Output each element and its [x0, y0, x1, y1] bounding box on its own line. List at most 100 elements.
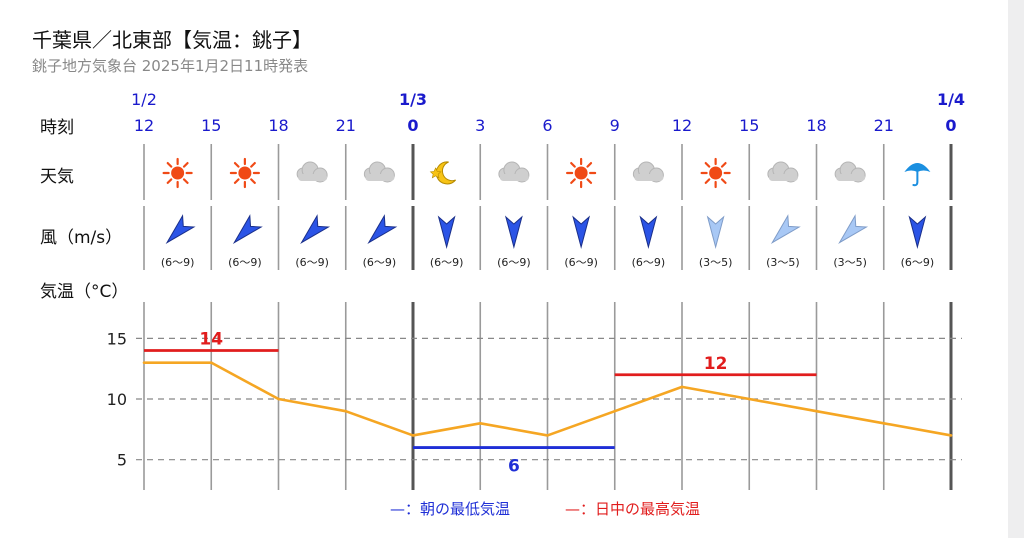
- sun-ray: [250, 178, 256, 184]
- row-label-temp: 気温（°C）: [40, 282, 128, 302]
- temperature-point: [277, 397, 280, 401]
- max-temp-label: 14: [199, 330, 223, 350]
- sun-icon: [566, 157, 597, 189]
- sun-core: [709, 166, 723, 180]
- wind-arrow-icon: [706, 215, 725, 249]
- cloud-base: [365, 174, 395, 181]
- sun-core: [171, 166, 185, 180]
- sun-ray: [233, 178, 240, 184]
- hour-tick-label: 0: [945, 116, 956, 135]
- wind-arrow-icon: [232, 214, 263, 244]
- wind-arrow-icon: [572, 215, 591, 249]
- sun-ray: [586, 162, 593, 168]
- sun-ray: [704, 162, 711, 168]
- temperature-point: [882, 421, 886, 425]
- cloud-icon: [363, 161, 395, 183]
- wind-arrow-icon: [908, 215, 927, 249]
- sun-ray: [182, 162, 189, 168]
- wind-arrow-icon: [437, 215, 456, 249]
- temperature-point: [344, 409, 348, 413]
- moon-star: [429, 167, 442, 179]
- wind-speed-label: (6〜9): [632, 256, 666, 269]
- temperature-point: [613, 409, 617, 413]
- cloud-base: [768, 174, 798, 181]
- wind-arrow-icon: [838, 214, 869, 244]
- sun-ray: [720, 162, 727, 168]
- temperature-point: [815, 409, 818, 413]
- umbrella-handle: [912, 170, 919, 187]
- date-label: 1/3: [399, 90, 427, 109]
- umbrella-icon: [904, 163, 931, 187]
- cloud-icon: [498, 161, 530, 183]
- umbrella-canopy: [904, 163, 931, 172]
- sun-core: [574, 166, 588, 180]
- temperature-point: [478, 421, 482, 425]
- wind-speed-label: (6〜9): [295, 256, 329, 269]
- sun-icon: [229, 157, 260, 189]
- sun-icon: [700, 157, 731, 189]
- y-tick-label: 15: [107, 329, 127, 348]
- hour-tick-label: 15: [201, 116, 221, 135]
- page-title: 千葉県／北東部【気温：銚子】: [32, 28, 312, 52]
- cloud-base: [634, 174, 664, 181]
- row-label-wind: 風（m/s）: [40, 228, 122, 248]
- max-temp-label: 12: [704, 354, 728, 374]
- sun-ray: [166, 162, 173, 168]
- row-label-weather: 天気: [40, 167, 74, 187]
- hour-tick-label: 12: [672, 116, 692, 135]
- wind-speed-label: (6〜9): [228, 256, 262, 269]
- temperature-point: [546, 434, 549, 437]
- sun-icon: [162, 157, 193, 189]
- wind-speed-label: (3〜5): [699, 256, 733, 269]
- wind-arrow-icon: [367, 214, 398, 244]
- hour-tick-label: 18: [806, 116, 826, 135]
- temperature-point: [747, 397, 751, 401]
- wind-arrow-icon: [165, 214, 196, 244]
- moon-crescent: [435, 161, 457, 185]
- hour-tick-label: 0: [407, 116, 418, 135]
- temperature-point: [209, 361, 213, 364]
- cloud-icon: [296, 161, 328, 183]
- temperature-point: [680, 385, 684, 389]
- hour-tick-label: 3: [475, 116, 485, 135]
- sun-core: [238, 166, 252, 180]
- hour-tick-label: 9: [610, 116, 620, 135]
- legend-entry: —：日中の最高気温: [565, 500, 700, 518]
- wind-speed-label: (6〜9): [363, 256, 397, 269]
- sun-ray: [720, 178, 727, 184]
- temperature-point: [949, 434, 953, 437]
- y-tick-label: 10: [107, 390, 127, 409]
- wind-speed-label: (6〜9): [161, 256, 195, 269]
- min-temp-label: 6: [508, 457, 520, 477]
- temperature-point: [411, 434, 415, 437]
- sun-ray: [166, 178, 173, 184]
- wind-speed-label: (6〜9): [497, 256, 531, 269]
- hour-tick-label: 21: [874, 116, 894, 135]
- cloud-icon: [834, 161, 866, 183]
- sun-ray: [250, 162, 256, 168]
- cloud-base: [298, 174, 328, 181]
- wind-arrow-icon: [770, 214, 801, 244]
- hour-tick-label: 18: [268, 116, 288, 135]
- sun-ray: [233, 162, 240, 168]
- hour-tick-label: 21: [336, 116, 356, 135]
- hour-tick-label: 6: [542, 116, 552, 135]
- wind-arrow-icon: [300, 214, 331, 244]
- wind-speed-label: (6〜9): [430, 256, 464, 269]
- sun-ray: [570, 162, 576, 168]
- wind-speed-label: (6〜9): [564, 256, 598, 269]
- sun-ray: [182, 178, 189, 184]
- wind-arrow-icon: [504, 215, 523, 249]
- hour-tick-label: 12: [134, 116, 154, 135]
- y-tick-label: 5: [117, 451, 127, 470]
- cloud-icon: [767, 161, 799, 183]
- wind-speed-label: (3〜5): [833, 256, 867, 269]
- date-label: 1/2: [131, 90, 157, 109]
- sun-ray: [586, 178, 593, 184]
- wind-speed-label: (3〜5): [766, 256, 800, 269]
- cloud-base: [836, 174, 866, 181]
- hour-tick-label: 15: [739, 116, 759, 135]
- date-label: 1/4: [937, 90, 965, 109]
- cloud-icon: [632, 161, 664, 183]
